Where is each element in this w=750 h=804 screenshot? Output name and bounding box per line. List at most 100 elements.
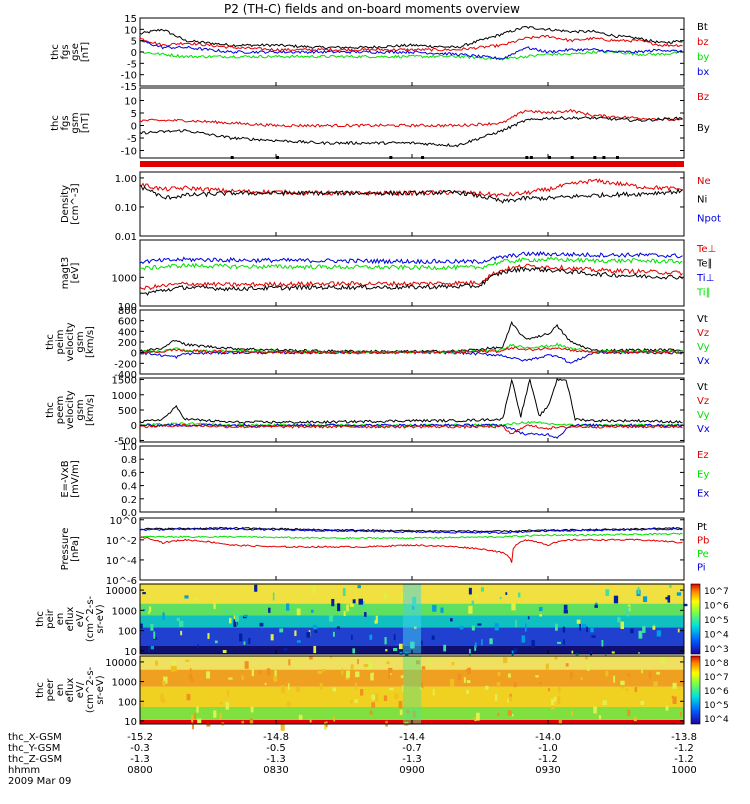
ylabel-line: [nT] xyxy=(80,42,91,62)
xaxis-tick-label: -13.8 xyxy=(671,732,697,743)
spectrogram-texture xyxy=(602,700,607,706)
ytick-label: -5 xyxy=(127,59,137,70)
colorbar-label: 10^5 xyxy=(704,701,729,711)
spectrogram-texture xyxy=(190,677,194,683)
spectrogram-event xyxy=(402,656,422,724)
spectrogram-texture xyxy=(613,595,619,604)
ylabel-line: Density xyxy=(60,185,71,223)
ylabel-line: gse xyxy=(70,43,81,61)
ylabel-line: fgs xyxy=(60,44,71,59)
spectrogram-texture xyxy=(251,668,255,677)
spectrogram-texture xyxy=(357,585,361,589)
spectrogram-texture xyxy=(676,592,682,596)
spectrogram-texture xyxy=(281,685,286,694)
spectrogram-texture xyxy=(421,666,426,670)
ylabel-line: gsm xyxy=(70,112,81,133)
spectrogram-texture xyxy=(155,660,158,666)
ytick-label: 0 xyxy=(131,48,137,59)
ytick-label: -5 xyxy=(127,134,137,145)
spectrogram-texture xyxy=(594,604,598,608)
legend-entry: Ex xyxy=(697,489,709,500)
spectrogram-texture xyxy=(239,633,243,642)
spectrogram-texture xyxy=(627,709,631,717)
ylabel-line: thc xyxy=(35,611,46,627)
legend-entry: Bz xyxy=(697,92,709,103)
spectrogram-texture xyxy=(369,710,373,715)
panel-efield: Ez Ey Ex 1.0 0.8 0.6 0.4 0.2 0.0 E=-VxB [mV/m] xyxy=(60,442,709,519)
spectrogram-texture xyxy=(241,720,245,725)
ylabel-line: thc xyxy=(50,115,61,131)
panel-frame xyxy=(139,171,685,237)
legend-entry: Vz xyxy=(697,396,709,407)
ytick-label: 800 xyxy=(118,306,137,317)
ytick-label: -10 xyxy=(121,147,137,158)
series-line-Pb xyxy=(139,536,683,563)
spectrogram-texture xyxy=(196,706,199,713)
spectrogram-texture xyxy=(467,667,472,675)
spectrogram-texture xyxy=(163,676,168,684)
ytick-label: -10 xyxy=(121,71,137,82)
spectrogram-texture xyxy=(309,718,312,723)
spectrogram-texture xyxy=(539,682,543,685)
spectrogram-texture xyxy=(398,700,403,709)
spectrogram-texture xyxy=(669,584,672,588)
spectrogram-texture xyxy=(279,628,284,633)
ytick-label: 10 xyxy=(124,717,137,728)
spectrogram-texture xyxy=(345,676,350,680)
spectrogram-texture xyxy=(665,597,670,600)
spectrogram-texture xyxy=(384,592,387,600)
spectrogram-texture xyxy=(197,644,200,648)
spectrogram-texture xyxy=(352,648,356,654)
ylabel-line: velocity xyxy=(65,322,76,361)
spectrogram-texture xyxy=(457,673,462,681)
spectrogram-texture xyxy=(352,599,356,604)
ytick-label: 10^-2 xyxy=(106,536,137,547)
ylabel-line: [km/s] xyxy=(85,394,96,426)
ylabel-line: fgs xyxy=(60,115,71,130)
spectrogram-texture xyxy=(358,598,363,605)
spectrogram-texture xyxy=(626,673,631,677)
spectrogram-texture xyxy=(295,686,301,692)
spectrogram-texture xyxy=(630,628,634,634)
spectrogram-texture xyxy=(432,689,435,696)
spectrogram-texture xyxy=(224,609,229,613)
legend-entry: Te∥ xyxy=(696,259,713,270)
spectrogram-texture xyxy=(656,630,661,637)
spectrogram-texture xyxy=(354,699,358,704)
spectrogram-texture xyxy=(309,656,313,660)
spectrogram-texture xyxy=(272,592,275,601)
spectrogram-texture xyxy=(611,651,615,655)
legend-entry: Ez xyxy=(697,450,709,461)
spectrogram-texture xyxy=(296,640,301,643)
spectrogram-texture xyxy=(346,604,349,612)
spectrogram-texture xyxy=(243,614,248,617)
spectrogram-texture xyxy=(143,608,146,612)
spectrogram-texture xyxy=(443,644,447,652)
flag-marker xyxy=(616,156,619,159)
spectrogram-texture xyxy=(497,712,500,717)
spectrogram-texture xyxy=(250,706,254,713)
spectrogram-texture xyxy=(213,603,216,610)
xaxis-tick-label: 1000 xyxy=(671,765,696,776)
spectrogram-texture xyxy=(141,702,144,708)
ytick-label: 0.0 xyxy=(121,508,137,519)
panel-peer_eflux: 10^8 10^7 10^6 10^5 10^4 10000 1000 100 10 thc pee… xyxy=(35,655,729,731)
ytick-label: 1000 xyxy=(112,273,137,284)
xaxis-tick-label: -14.8 xyxy=(263,732,289,743)
colorbar-label: 10^7 xyxy=(704,587,729,597)
spectrogram-texture xyxy=(634,687,638,693)
spectrogram-texture xyxy=(524,623,527,632)
spectrogram-texture xyxy=(503,657,508,664)
panel-frame xyxy=(139,309,685,375)
spectrogram-texture xyxy=(540,663,545,666)
figure-title: P2 (TH-C) fields and on-board moments ov… xyxy=(224,2,520,16)
spectrogram-texture xyxy=(642,626,646,633)
spectrogram-texture xyxy=(371,694,376,700)
spectrogram-texture xyxy=(480,587,484,592)
ytick-label: 10 xyxy=(124,25,137,36)
spectrogram-texture xyxy=(355,682,357,690)
spectrogram-texture xyxy=(535,675,539,678)
spectrogram-texture xyxy=(153,631,156,639)
spectrogram-texture xyxy=(244,661,249,669)
flag-marker xyxy=(593,156,597,159)
